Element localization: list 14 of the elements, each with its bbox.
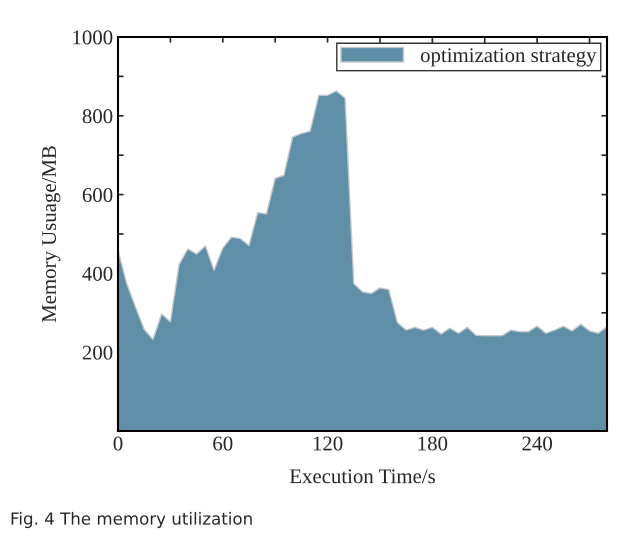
y-tick-label: 1000 [73,30,112,44]
y-tick-label: 400 [82,266,112,281]
y-tick-label: 800 [82,109,112,124]
y-tick-label: 200 [82,346,112,360]
y-tick-label: 600 [82,188,112,202]
legend-label: optimization strategy [420,48,596,66]
y-axis-title: Memory Usuage/MB [42,146,60,322]
x-tick-label: 240 [522,436,552,451]
caption: Fig. 4 The memory utilization [12,512,252,528]
x-tick-label: 0 [114,436,122,451]
x-tick-label: 60 [213,436,232,451]
x-tick-label: 180 [418,436,448,451]
x-axis-title: Execution Time/s [290,469,435,484]
x-tick-label: 120 [314,436,342,451]
